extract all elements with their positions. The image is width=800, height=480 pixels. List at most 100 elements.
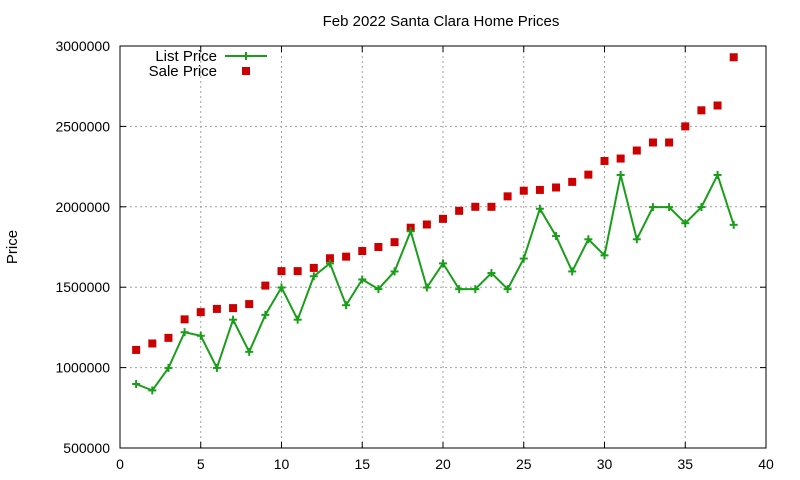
y-tick-label: 2000000 xyxy=(55,199,110,215)
list-price-point xyxy=(132,380,141,389)
list-price-point xyxy=(374,285,383,294)
list-price-point xyxy=(552,232,561,241)
sale-price-point xyxy=(681,122,690,131)
list-price-point xyxy=(471,285,480,294)
sale-price-point xyxy=(422,220,431,229)
list-price-point xyxy=(148,386,157,395)
legend: List Price Sale Price xyxy=(149,48,267,80)
list-price-point xyxy=(229,315,238,324)
y-tick-label: 500000 xyxy=(63,440,110,456)
tick-labels: 0 5 10 15 20 25 30 35 40 500000 1000000 1500000 2000… xyxy=(55,38,774,472)
list-price-point xyxy=(358,275,367,284)
list-price-point xyxy=(293,315,302,324)
legend-swatch-list-price-marker xyxy=(242,52,250,60)
chart-title: Feb 2022 Santa Clara Home Prices xyxy=(323,13,560,30)
list-price-point xyxy=(681,219,690,228)
sale-price-point xyxy=(358,247,367,256)
list-price-point xyxy=(422,283,431,292)
list-price-point xyxy=(325,259,334,268)
y-tick-label: 1500000 xyxy=(55,279,110,295)
list-price-point xyxy=(665,203,674,212)
grid-lines xyxy=(120,46,766,448)
x-tick-label: 35 xyxy=(677,456,693,472)
list-price-point xyxy=(406,227,415,236)
list-price-point xyxy=(503,285,512,294)
y-tick-label: 1000000 xyxy=(55,360,110,376)
list-price-point xyxy=(713,170,722,179)
list-price-point xyxy=(261,310,270,319)
sale-price-point xyxy=(342,252,351,261)
sale-price-point xyxy=(277,267,286,276)
list-price-point xyxy=(600,251,609,260)
sale-price-point xyxy=(519,186,528,195)
y-tick-label: 2500000 xyxy=(55,118,110,134)
list-price-point xyxy=(519,254,528,263)
list-price-point xyxy=(568,267,577,276)
list-price-point xyxy=(439,259,447,268)
sale-price-point xyxy=(648,138,657,147)
x-tick-label: 0 xyxy=(116,456,124,472)
sale-price-point xyxy=(616,154,625,163)
sale-price-point xyxy=(164,333,173,342)
list-price-point xyxy=(245,347,254,356)
list-price-point xyxy=(584,235,593,244)
sale-price-point xyxy=(713,101,722,110)
y-axis-label: Price xyxy=(4,230,21,264)
list-price-point xyxy=(487,269,496,278)
list-price-point xyxy=(455,285,464,294)
list-price-point xyxy=(277,283,286,292)
sale-price-point xyxy=(245,300,254,309)
sale-price-point xyxy=(729,53,738,62)
sale-price-point xyxy=(584,170,593,179)
list-price-point xyxy=(729,220,738,229)
plot-frame xyxy=(119,45,767,449)
x-tick-label: 10 xyxy=(274,456,290,472)
sale-price-point xyxy=(325,254,334,263)
list-price-point xyxy=(697,203,706,212)
sale-price-point xyxy=(212,304,221,313)
list-price-point xyxy=(390,267,399,276)
sale-price-point xyxy=(229,304,238,313)
legend-swatch-sale-price xyxy=(242,67,250,75)
list-price-point xyxy=(632,235,641,244)
legend-label-sale-price: Sale Price xyxy=(149,63,217,80)
list-price-point xyxy=(212,363,221,372)
list-price-point xyxy=(535,204,544,213)
sale-price-point xyxy=(503,192,512,201)
x-tick-label: 5 xyxy=(197,456,205,472)
sale-price-point xyxy=(471,202,480,211)
sale-price-point xyxy=(196,308,205,317)
x-tick-label: 20 xyxy=(435,456,451,472)
legend-label-list-price: List Price xyxy=(155,48,217,65)
series-layer xyxy=(132,53,738,395)
x-tick-label: 15 xyxy=(354,456,370,472)
sale-price-point xyxy=(665,138,674,147)
list-price-point xyxy=(616,170,625,179)
sale-price-point xyxy=(632,146,641,155)
list-price-point xyxy=(309,272,318,281)
list-price-point xyxy=(342,301,351,310)
sale-price-point xyxy=(535,185,544,194)
sale-price-point xyxy=(148,339,157,348)
list-price-point xyxy=(180,328,189,337)
sale-price-point xyxy=(180,315,189,324)
list-price-point xyxy=(648,203,657,212)
sale-price-point xyxy=(487,202,496,211)
x-tick-label: 40 xyxy=(758,456,774,472)
sale-price-point xyxy=(600,156,609,165)
y-tick-label: 3000000 xyxy=(55,38,110,54)
list-price-line xyxy=(135,172,735,392)
list-price-point xyxy=(164,363,173,372)
list-price-point xyxy=(196,331,205,340)
sale-price-point xyxy=(439,214,447,223)
sale-price-point xyxy=(390,238,399,247)
sale-price-point xyxy=(568,177,577,186)
sale-price-point xyxy=(293,267,302,276)
sale-price-point xyxy=(132,345,141,354)
sale-price-point xyxy=(455,206,464,215)
x-tick-label: 30 xyxy=(597,456,613,472)
sale-price-point xyxy=(261,281,270,290)
sale-price-point xyxy=(552,183,561,192)
sale-price-point xyxy=(309,263,318,272)
